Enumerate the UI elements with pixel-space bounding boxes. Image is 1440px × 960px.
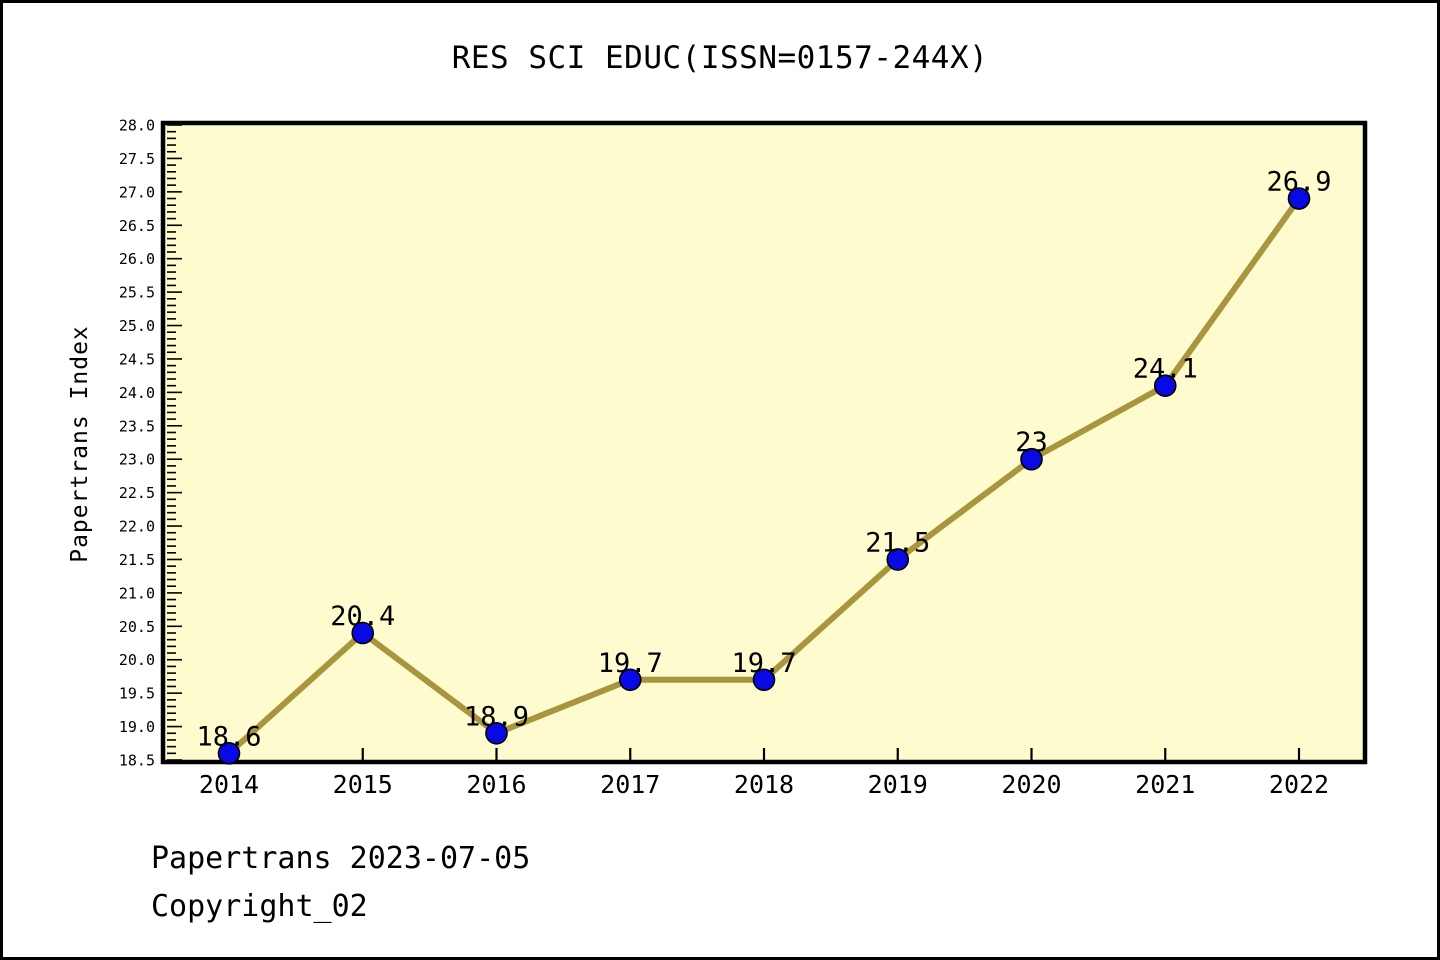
x-tick-label: 2017: [600, 770, 660, 799]
data-point-label-2014: 18.6: [196, 721, 261, 752]
y-tick-label: 19.5: [119, 685, 155, 703]
data-point-label-2022: 26.9: [1266, 167, 1331, 198]
y-tick-label: 24.0: [119, 384, 155, 402]
chart-title: RES SCI EDUC(ISSN=0157-244X): [451, 40, 989, 76]
y-tick-label: 21.0: [119, 584, 155, 602]
x-tick-label: 2019: [868, 770, 928, 799]
y-tick-label: 22.0: [119, 518, 155, 536]
data-point-2022: [1287, 187, 1311, 210]
data-point-label-2019: 21.5: [865, 527, 930, 558]
y-tick-label: 26.5: [119, 217, 155, 235]
x-tick-label: 2018: [734, 770, 794, 799]
footer-copyright: Copyright_02: [151, 889, 368, 924]
data-point-2021: [1153, 374, 1177, 397]
y-tick-label: 19.0: [119, 718, 155, 736]
plot-background: [163, 123, 1365, 762]
x-tick-label: 2022: [1269, 770, 1329, 799]
y-tick-label: 21.5: [119, 551, 155, 569]
data-point-label-2020: 23: [1015, 427, 1048, 458]
data-point-2017: [618, 668, 642, 692]
plot-area: 18.5 19.0 19.5 20.0 20.5 21.0 21.5 22.0 22.5 23.0…: [119, 117, 1368, 799]
y-tick-label: 20.5: [119, 618, 155, 636]
y-tick-label: 22.5: [119, 484, 155, 502]
y-tick-label: 23.5: [119, 417, 155, 435]
data-point-2020: [1020, 447, 1043, 471]
data-point-label-2015: 20.4: [330, 601, 395, 632]
x-tick-label: 2015: [333, 770, 393, 799]
y-tick-label: 20.0: [119, 651, 155, 669]
data-point-2018: [752, 668, 776, 692]
data-point-label-2018: 19.7: [731, 648, 796, 679]
y-tick-label: 25.5: [119, 284, 155, 302]
data-point-label-2021: 24.1: [1133, 354, 1198, 385]
footer-source-date: Papertrans 2023-07-05: [151, 841, 531, 876]
y-tick-label: 28.0: [119, 117, 155, 135]
y-tick-label: 26.0: [119, 250, 155, 268]
data-point-label-2017: 19.7: [598, 648, 663, 679]
y-tick-label: 27.5: [119, 150, 155, 168]
y-tick-label: 25.0: [119, 317, 155, 335]
y-tick-label: 23.0: [119, 451, 155, 469]
x-tick-label: 2020: [1001, 770, 1061, 799]
plot-frame: [160, 120, 1368, 765]
y-tick-label: 24.5: [119, 350, 155, 368]
data-point-2019: [886, 548, 910, 571]
data-point-2016: [485, 721, 508, 745]
data-point-2014: [217, 742, 241, 765]
x-tick-label: 2021: [1135, 770, 1195, 799]
x-tick-label: 2014: [199, 770, 259, 799]
y-tick-label: 27.0: [119, 183, 155, 201]
x-tick-label: 2016: [466, 770, 526, 799]
y-tick-label: 18.5: [119, 752, 155, 770]
data-point-label-2016: 18.9: [464, 701, 529, 732]
data-point-2015: [351, 621, 375, 645]
